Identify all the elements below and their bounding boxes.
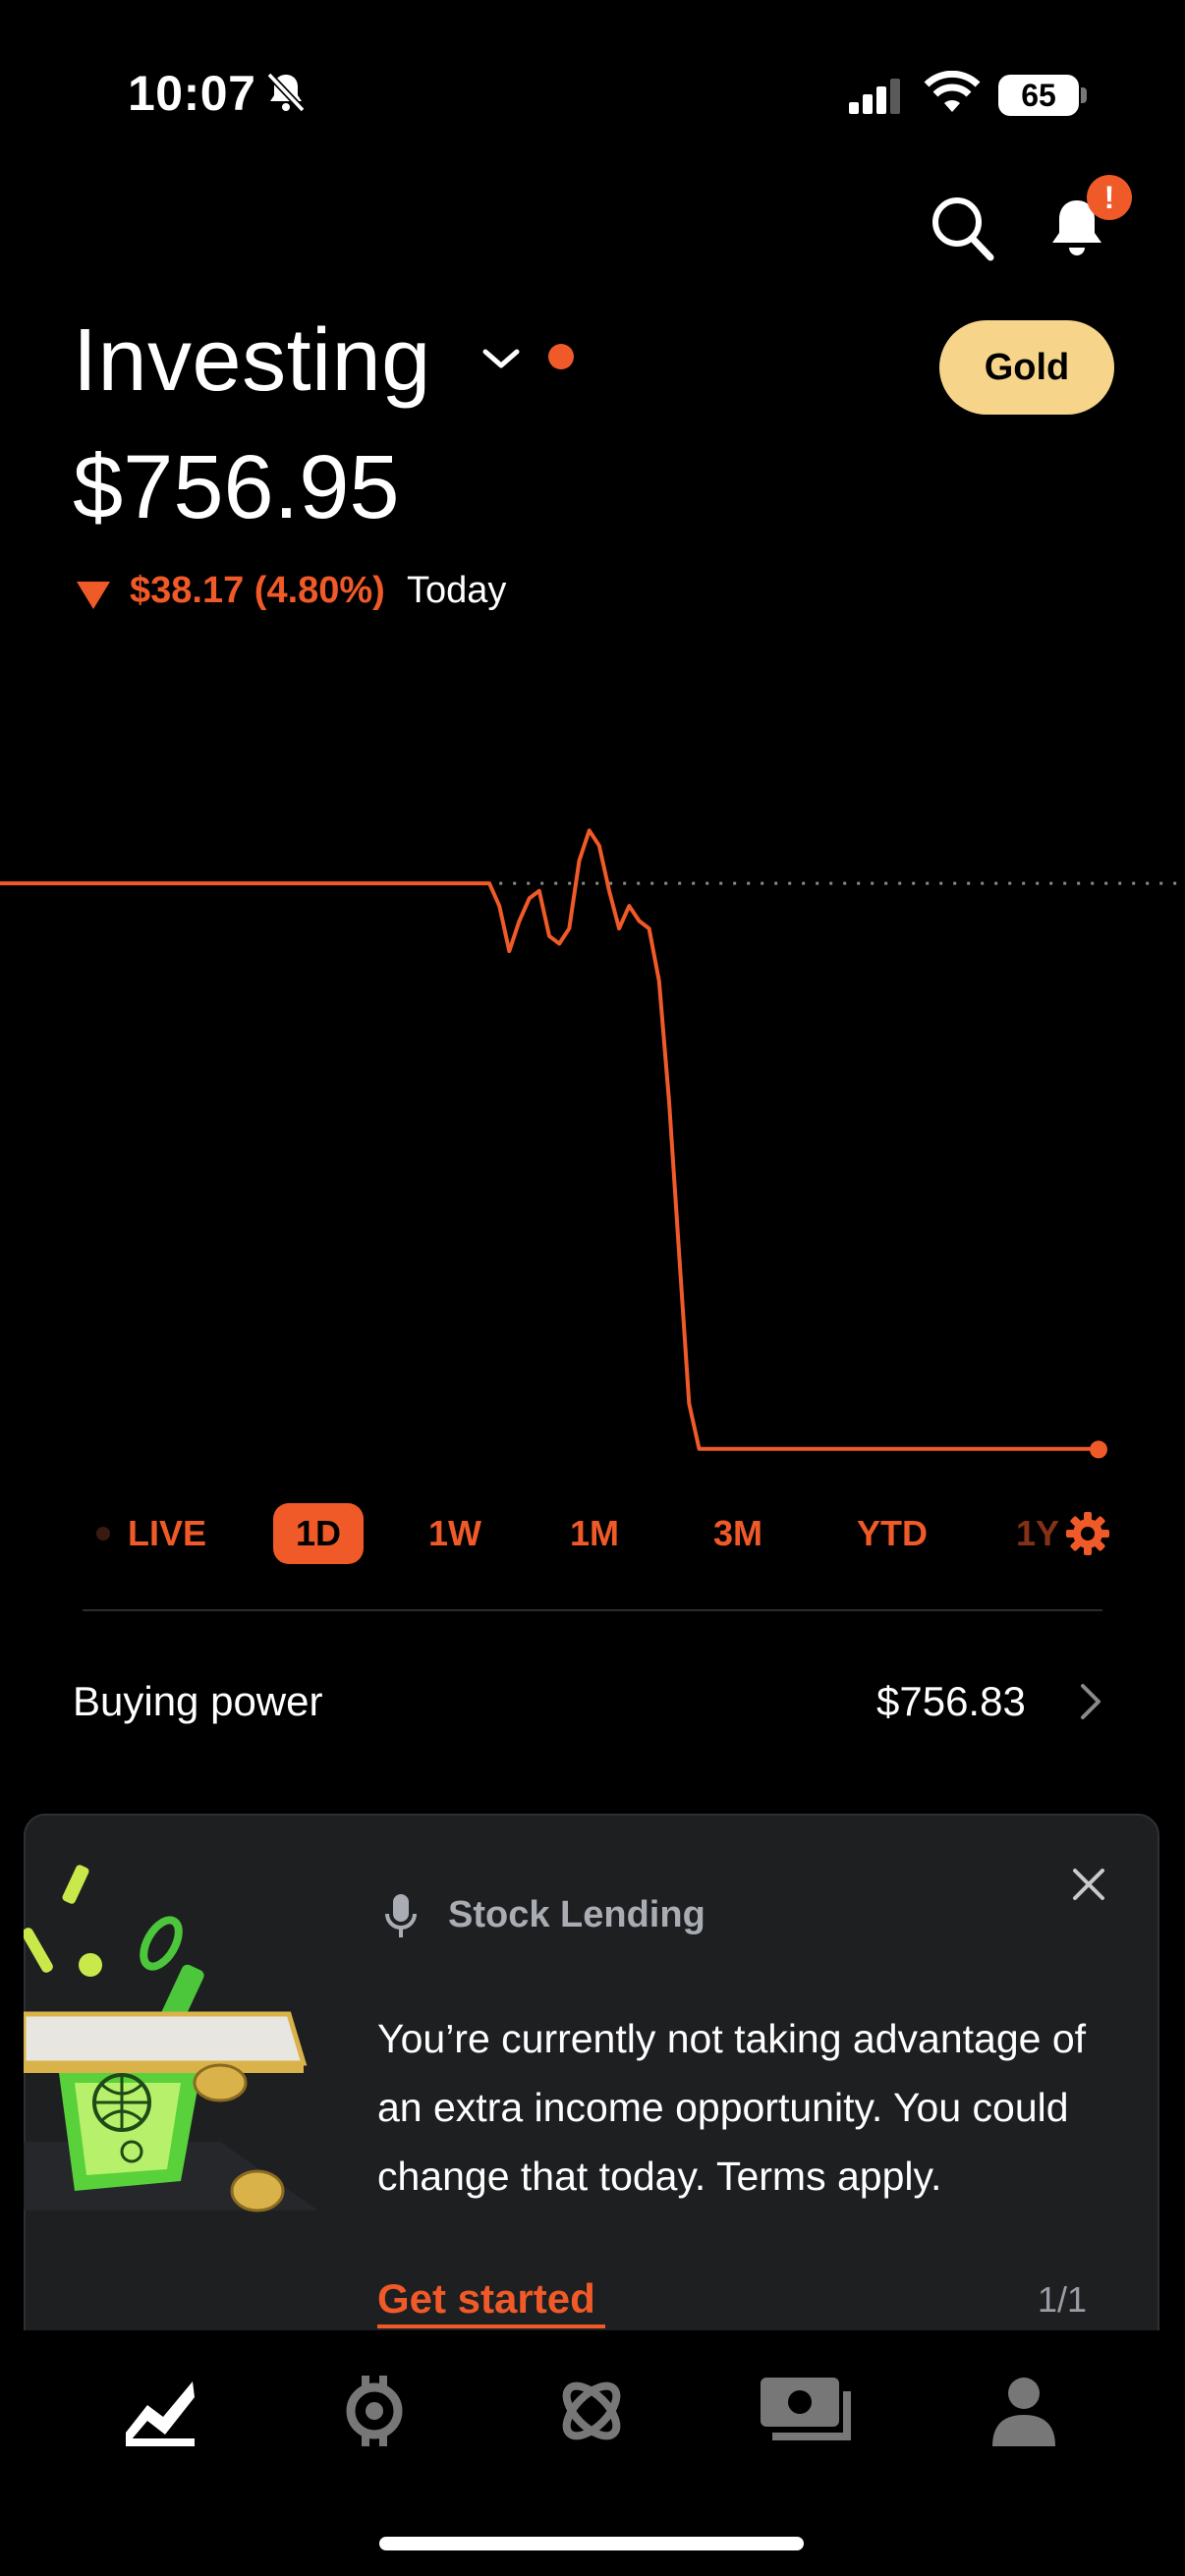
down-triangle-icon <box>77 582 110 609</box>
battery-tip <box>1081 87 1087 103</box>
range-1m[interactable]: 1M <box>570 1513 620 1553</box>
strategies-icon[interactable] <box>554 2376 629 2446</box>
cash-icon[interactable] <box>759 2376 857 2446</box>
battery-indicator: 65 <box>998 75 1079 116</box>
chevron-down-icon[interactable] <box>480 344 523 373</box>
range-1d[interactable]: 1D <box>273 1503 364 1564</box>
live-indicator-dot <box>96 1527 110 1540</box>
buying-power-value[interactable]: $756.83 <box>876 1678 1026 1724</box>
silent-bell-icon <box>266 72 306 113</box>
search-icon[interactable] <box>930 195 994 263</box>
status-dot <box>548 344 574 369</box>
change-period: Today <box>407 570 507 611</box>
microphone-icon <box>385 1894 417 1937</box>
home-indicator <box>379 2537 804 2550</box>
card-label: Stock Lending <box>448 1894 705 1935</box>
notifications-bell-icon[interactable] <box>1049 195 1104 261</box>
account-title[interactable]: Investing <box>73 311 431 410</box>
portfolio-balance: $756.95 <box>73 437 400 537</box>
buying-power-label[interactable]: Buying power <box>73 1678 323 1724</box>
chevron-right-icon[interactable] <box>1079 1682 1102 1721</box>
money-illustration-icon <box>24 1865 318 2212</box>
status-time: 10:07 <box>128 66 256 121</box>
card-pager: 1/1 <box>1038 2279 1088 2320</box>
cellular-signal-icon <box>849 79 900 114</box>
get-started-underline <box>377 2324 605 2328</box>
close-icon[interactable] <box>1067 1863 1110 1906</box>
crypto-icon[interactable] <box>338 2376 411 2446</box>
daily-change: $38.17 (4.80%) <box>130 570 385 611</box>
notification-badge: ! <box>1087 175 1132 220</box>
range-ytd[interactable]: YTD <box>857 1513 928 1553</box>
range-3m[interactable]: 3M <box>713 1513 763 1553</box>
range-live[interactable]: LIVE <box>128 1513 207 1553</box>
wifi-icon <box>924 71 981 112</box>
chart-settings-gear-icon[interactable] <box>1065 1511 1110 1556</box>
gold-button[interactable]: Gold <box>939 320 1114 415</box>
range-1y[interactable]: 1Y <box>1016 1513 1060 1553</box>
chart-end-point <box>1090 1440 1107 1459</box>
portfolio-line-chart[interactable] <box>0 806 1185 1474</box>
investing-icon[interactable] <box>124 2376 197 2446</box>
range-1w[interactable]: 1W <box>428 1513 481 1553</box>
get-started-link[interactable]: Get started <box>377 2275 595 2322</box>
section-divider <box>83 1609 1102 1611</box>
account-icon[interactable] <box>990 2376 1057 2446</box>
chart-series-line <box>0 828 1100 1452</box>
card-body-text: You’re currently not taking advantage of… <box>377 2016 1087 2199</box>
bottom-nav <box>0 2330 1185 2576</box>
